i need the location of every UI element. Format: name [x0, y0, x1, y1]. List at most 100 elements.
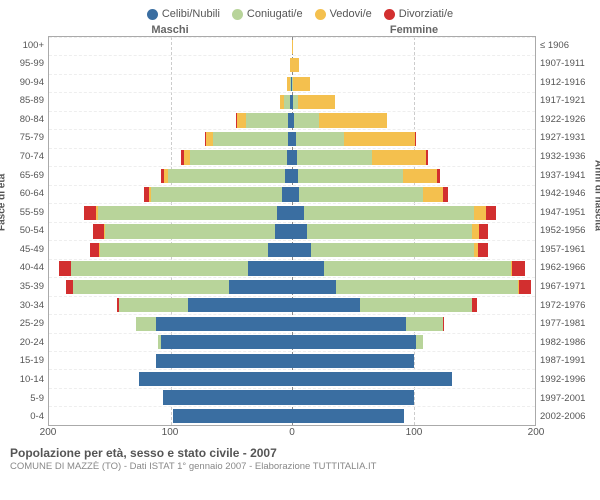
header-female: Femmine — [292, 24, 536, 36]
male-bar — [49, 334, 292, 351]
age-row — [49, 185, 535, 203]
y-left-label: 20-24 — [20, 333, 44, 352]
legend-swatch — [147, 9, 158, 20]
legend: Celibi/NubiliConiugati/eVedovi/eDivorzia… — [0, 0, 600, 24]
age-row — [49, 92, 535, 110]
age-row — [49, 388, 535, 406]
legend-label: Celibi/Nubili — [162, 8, 220, 20]
bar-segment — [292, 243, 311, 257]
bar-segment — [443, 317, 444, 331]
bar-segment — [285, 169, 292, 183]
legend-swatch — [315, 9, 326, 20]
bar-segment — [307, 224, 472, 238]
female-bar — [292, 223, 535, 240]
female-bar — [292, 204, 535, 221]
female-bar — [292, 75, 535, 92]
bar-segment — [474, 206, 486, 220]
female-bar — [292, 167, 535, 184]
bar-segment — [296, 132, 345, 146]
bar-segment — [297, 150, 372, 164]
age-row — [49, 277, 535, 295]
bar-segment — [277, 206, 292, 220]
legend-swatch — [232, 9, 243, 20]
y-right-label: 1972-1976 — [540, 296, 585, 315]
legend-swatch — [384, 9, 395, 20]
bar-segment — [151, 187, 282, 201]
legend-item: Celibi/Nubili — [147, 8, 220, 20]
bar-segment — [406, 317, 442, 331]
female-bar — [292, 130, 535, 147]
y-left-label: 70-74 — [20, 147, 44, 166]
y-left-label: 60-64 — [20, 185, 44, 204]
y-left-label: 95-99 — [20, 55, 44, 74]
bar-segment — [139, 372, 292, 386]
male-bar — [49, 389, 292, 406]
bar-segment — [292, 354, 414, 368]
y-right-label: 1957-1961 — [540, 240, 585, 259]
male-bar — [49, 130, 292, 147]
bar-segment — [161, 335, 292, 349]
age-row — [49, 129, 535, 147]
y-left-label: 90-94 — [20, 73, 44, 92]
bar-segment — [319, 113, 387, 127]
bar-segment — [268, 243, 292, 257]
y-axis-right: ≤ 19061907-19111912-19161917-19211922-19… — [536, 36, 600, 426]
bar-segment — [229, 280, 292, 294]
bar-segment — [292, 372, 452, 386]
age-row — [49, 203, 535, 221]
bar-segment — [311, 243, 474, 257]
y-left-label: 30-34 — [20, 296, 44, 315]
female-bar — [292, 112, 535, 129]
bar-segment — [292, 409, 404, 423]
bar-segment — [472, 224, 479, 238]
bar-segment — [344, 132, 414, 146]
bar-segment — [423, 187, 442, 201]
age-row — [49, 37, 535, 55]
male-bar — [49, 56, 292, 73]
y-right-label: 1907-1911 — [540, 55, 585, 74]
bar-segment — [206, 132, 213, 146]
footer: Popolazione per età, sesso e stato civil… — [0, 442, 600, 474]
bar-segment — [248, 261, 292, 275]
female-bar — [292, 407, 535, 424]
y-right-label: 1987-1991 — [540, 352, 585, 371]
bar-segment — [437, 169, 441, 183]
y-right-label: 1932-1936 — [540, 147, 585, 166]
y-right-label: 1997-2001 — [540, 389, 585, 408]
male-bar — [49, 223, 292, 240]
y-right-label: 1947-1951 — [540, 203, 585, 222]
bar-segment — [360, 298, 472, 312]
bar-segment — [292, 390, 414, 404]
bar-segment — [292, 317, 406, 331]
bar-segment — [486, 206, 496, 220]
bar-segment — [292, 58, 299, 72]
bar-segment — [293, 77, 310, 91]
y-right-label: ≤ 1906 — [540, 36, 569, 55]
bar-segment — [246, 113, 289, 127]
bar-segment — [136, 317, 155, 331]
bar-segment — [304, 206, 474, 220]
y-axis-right-title: Anni di nascita — [593, 160, 600, 231]
age-row — [49, 166, 535, 184]
age-row — [49, 406, 535, 424]
y-left-label: 85-89 — [20, 92, 44, 111]
female-bar — [292, 278, 535, 295]
y-right-label: 1922-1926 — [540, 110, 585, 129]
female-bar — [292, 370, 535, 387]
y-right-label: 1967-1971 — [540, 278, 585, 297]
chart-title: Popolazione per età, sesso e stato civil… — [10, 446, 590, 460]
bar-segment — [84, 206, 96, 220]
bar-segment — [71, 261, 248, 275]
male-bar — [49, 352, 292, 369]
y-left-label: 35-39 — [20, 278, 44, 297]
bar-segment — [292, 261, 324, 275]
female-bar — [292, 241, 535, 258]
bar-segment — [478, 243, 488, 257]
bar-segment — [100, 243, 268, 257]
age-row — [49, 222, 535, 240]
male-bar — [49, 93, 292, 110]
bar-segment — [156, 354, 292, 368]
male-bar — [49, 260, 292, 277]
bar-segment — [415, 132, 416, 146]
y-axis-left: 100+95-9990-9485-8980-8475-7970-7465-696… — [0, 36, 48, 426]
